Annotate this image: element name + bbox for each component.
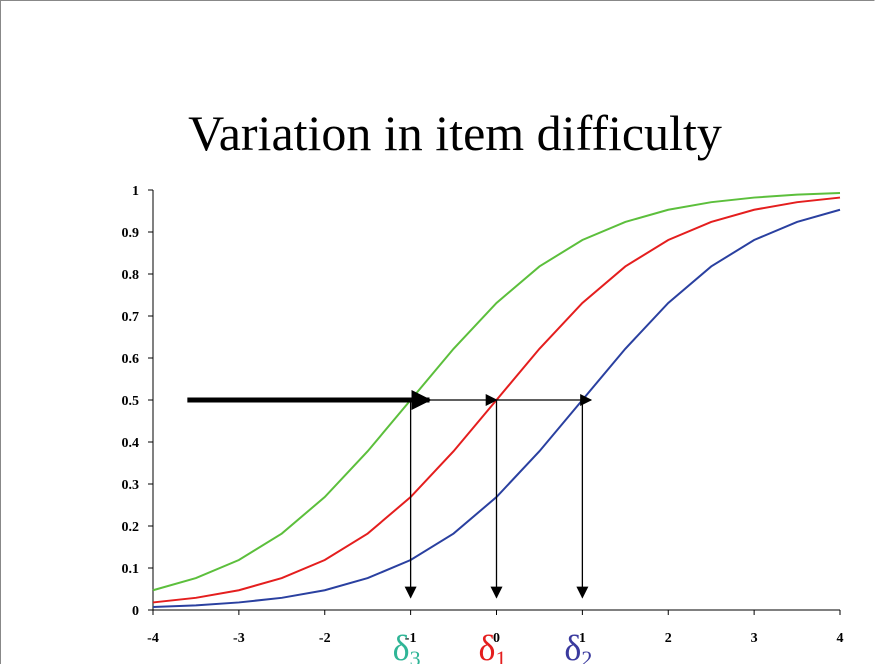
difficulty-label: δ1 [479,628,507,664]
symbol: δ [479,628,496,664]
subscript: 1 [495,646,506,664]
x-tick-label: 2 [665,631,672,646]
difficulty-label: δ2 [564,628,592,664]
y-tick-label: 0.6 [122,352,140,367]
curve [152,191,841,592]
chart-title: Variation in item difficulty [188,105,722,161]
y-tick-label: 0.3 [122,478,140,493]
x-tick-label: -4 [147,631,159,646]
y-tick-label: 0.8 [122,268,140,283]
x-tick-label: -3 [233,631,245,646]
x-tick-label: -2 [319,631,331,646]
x-tick-label: -1 [405,631,417,646]
symbol: δ [564,628,581,664]
x-tick-label: 1 [579,631,586,646]
y-tick-label: 0.1 [122,562,140,577]
y-tick-label: 0 [132,604,139,619]
x-tick-label: 0 [493,631,500,646]
y-tick-label: 1 [132,184,139,199]
subscript: 2 [581,646,592,664]
y-tick-label: 0.4 [122,436,140,451]
x-tick-label: 4 [837,631,844,646]
difficulty-label: δ3 [393,628,421,664]
subscript: 3 [410,646,421,664]
y-tick-label: 0.2 [122,520,140,535]
x-tick-label: 3 [751,631,758,646]
y-tick-label: 0.9 [122,226,140,241]
y-tick-label: 0.5 [122,394,140,409]
symbol: δ [393,628,410,664]
y-tick-label: 0.7 [122,310,140,325]
